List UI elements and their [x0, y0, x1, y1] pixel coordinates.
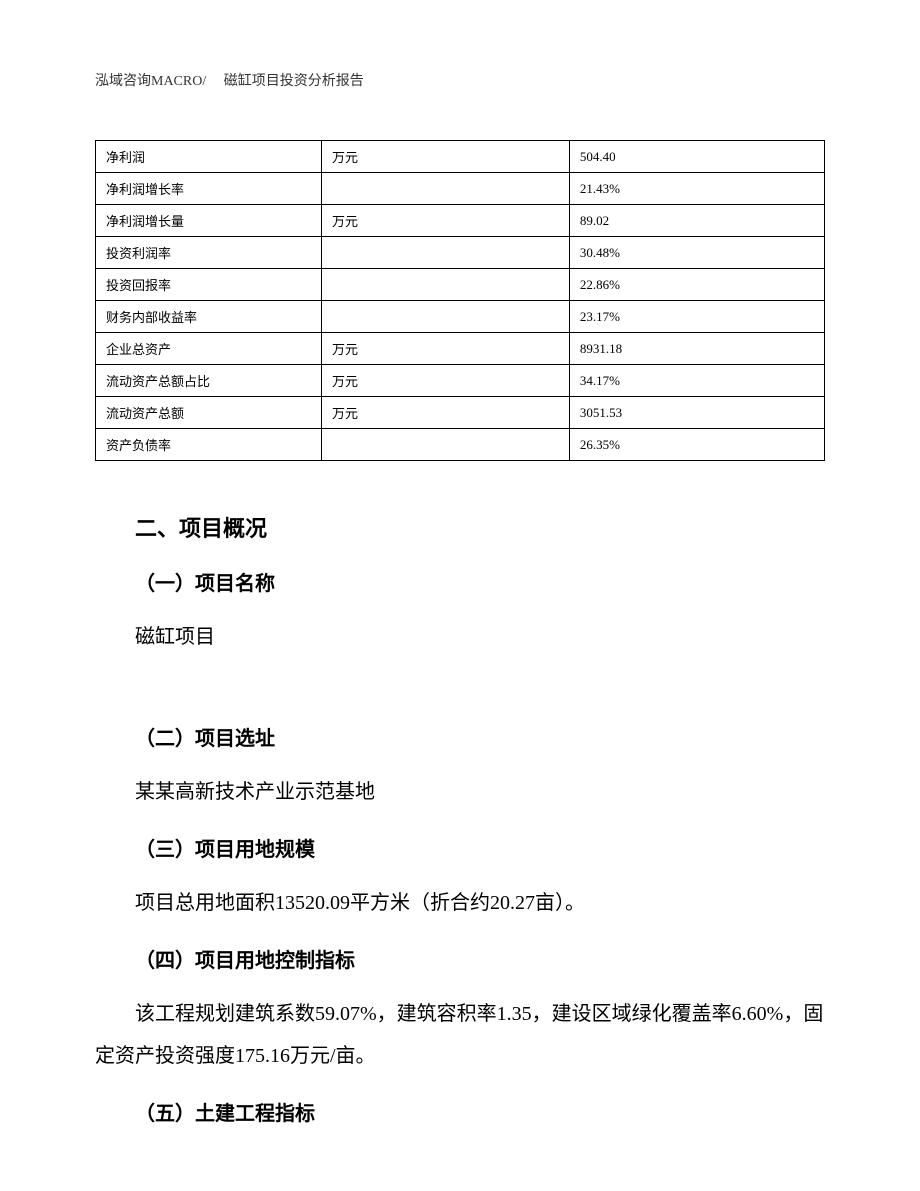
subsection-body-1: 磁缸项目: [135, 616, 825, 658]
table-row: 净利润增长量 万元 89.02: [96, 205, 825, 237]
row-unit: [321, 269, 569, 301]
row-unit: [321, 237, 569, 269]
table-row: 流动资产总额占比 万元 34.17%: [96, 365, 825, 397]
row-unit: 万元: [321, 365, 569, 397]
subsection-heading-5: （五）土建工程指标: [135, 1097, 825, 1126]
row-value: 21.43%: [569, 173, 824, 205]
row-label: 资产负债率: [96, 429, 322, 461]
table-row: 投资回报率 22.86%: [96, 269, 825, 301]
page-header: 泓域咨询MACRO/ 磁缸项目投资分析报告: [95, 70, 825, 90]
subsection-heading-1: （一）项目名称: [135, 567, 825, 596]
row-value: 34.17%: [569, 365, 824, 397]
table-row: 资产负债率 26.35%: [96, 429, 825, 461]
subsection-body-4: 该工程规划建筑系数59.07%，建筑容积率1.35，建设区域绿化覆盖率6.60%…: [95, 993, 825, 1077]
row-value: 23.17%: [569, 301, 824, 333]
table-row: 净利润增长率 21.43%: [96, 173, 825, 205]
table-row: 财务内部收益率 23.17%: [96, 301, 825, 333]
row-value: 22.86%: [569, 269, 824, 301]
row-label: 流动资产总额占比: [96, 365, 322, 397]
financial-table: 净利润 万元 504.40 净利润增长率 21.43% 净利润增长量 万元 89…: [95, 140, 825, 461]
row-value: 89.02: [569, 205, 824, 237]
row-value: 504.40: [569, 141, 824, 173]
row-label: 净利润增长率: [96, 173, 322, 205]
row-unit: [321, 173, 569, 205]
spacer: [95, 672, 825, 702]
subsection-body-3: 项目总用地面积13520.09平方米（折合约20.27亩）。: [135, 882, 825, 924]
row-label: 财务内部收益率: [96, 301, 322, 333]
subsection-heading-4: （四）项目用地控制指标: [135, 944, 825, 973]
subsection-body-2: 某某高新技术产业示范基地: [135, 771, 825, 813]
row-label: 净利润: [96, 141, 322, 173]
row-value: 26.35%: [569, 429, 824, 461]
row-value: 8931.18: [569, 333, 824, 365]
row-label: 投资回报率: [96, 269, 322, 301]
row-label: 净利润增长量: [96, 205, 322, 237]
row-label: 企业总资产: [96, 333, 322, 365]
row-unit: 万元: [321, 141, 569, 173]
row-unit: 万元: [321, 333, 569, 365]
row-unit: [321, 429, 569, 461]
section-title: 二、项目概况: [135, 511, 825, 543]
row-label: 流动资产总额: [96, 397, 322, 429]
table-row: 企业总资产 万元 8931.18: [96, 333, 825, 365]
table-row: 流动资产总额 万元 3051.53: [96, 397, 825, 429]
table-row: 投资利润率 30.48%: [96, 237, 825, 269]
row-label: 投资利润率: [96, 237, 322, 269]
subsection-heading-3: （三）项目用地规模: [135, 833, 825, 862]
row-unit: 万元: [321, 205, 569, 237]
row-unit: [321, 301, 569, 333]
row-unit: 万元: [321, 397, 569, 429]
subsection-heading-2: （二）项目选址: [135, 722, 825, 751]
table-row: 净利润 万元 504.40: [96, 141, 825, 173]
row-value: 3051.53: [569, 397, 824, 429]
row-value: 30.48%: [569, 237, 824, 269]
